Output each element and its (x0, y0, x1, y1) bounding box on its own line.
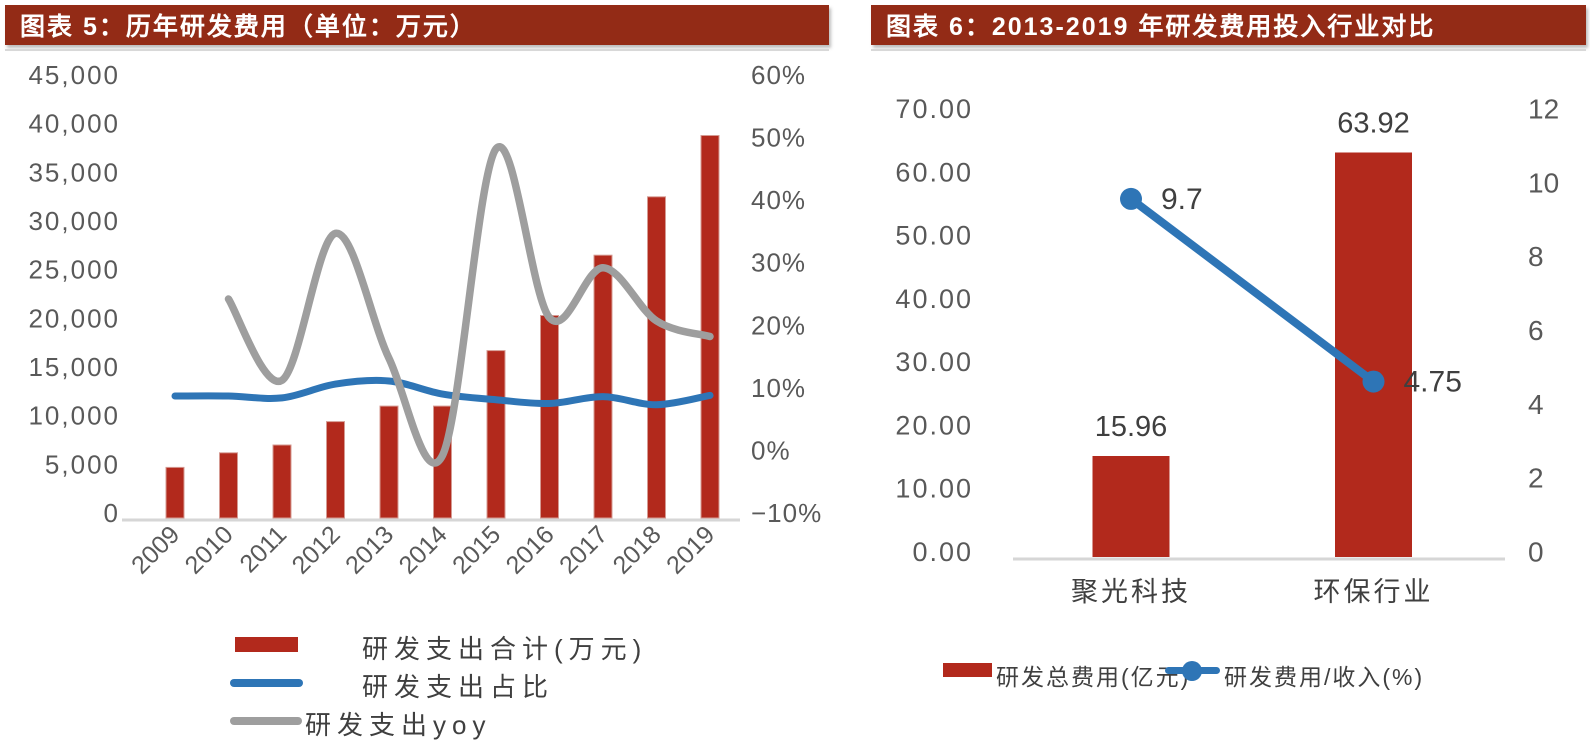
bar-2018 (647, 196, 666, 519)
y-axis-right-tick-label: 0% (751, 435, 791, 465)
bar-data-label: 15.96 (1095, 411, 1168, 443)
x-axis-tick-label: 2016 (501, 520, 560, 579)
x-axis-tick-label: 2012 (287, 520, 346, 579)
y-axis-right-tick-label: 20% (751, 310, 806, 340)
y-axis-left-tick-label: 5,000 (45, 449, 120, 479)
y-axis-right-tick-label: 4 (1528, 389, 1544, 420)
y-axis-left-tick-label: 10,000 (28, 401, 120, 431)
x-axis-category-label: 聚光科技 (1071, 577, 1191, 607)
x-axis-tick-label: 2010 (180, 520, 239, 579)
bar-series-rd-expense (1092, 152, 1412, 557)
x-axis-tick-label: 2013 (340, 520, 399, 579)
legend-marker-circle-icon (1182, 661, 1202, 681)
legend-label-rd-yoy: 研发支出yoy (305, 710, 492, 740)
bar-环保行业 (1335, 152, 1412, 557)
bar-2019 (700, 135, 720, 519)
figure5-title: 图表 5：历年研发费用（单位：万元） (20, 13, 477, 41)
y-axis-left-tick-label: 15,000 (28, 352, 120, 382)
figure5-chart: 0 5,000 10,000 15,000 20,000 25,000 30,000 35,0… (28, 60, 822, 580)
bar-2011 (272, 444, 292, 519)
y-axis-right-tick-label: 8 (1528, 241, 1544, 272)
line-series-rd-yoy (224, 142, 714, 467)
y-axis-right-tick-label: 10 (1528, 167, 1559, 198)
y-axis-left-tick-label: 60.00 (895, 157, 973, 187)
line-data-label: 4.75 (1404, 366, 1462, 399)
y-axis-left-tick-label: 0.00 (912, 537, 973, 567)
bar-data-label: 63.92 (1337, 108, 1410, 140)
y-axis-right-tick-label: 40% (751, 185, 806, 215)
x-axis-tick-label: 2014 (394, 520, 453, 579)
figure5-title-underline (5, 49, 829, 51)
legend-swatch-rd-yoy-line (230, 717, 302, 725)
y-axis-left-tick-label: 30.00 (895, 347, 973, 377)
x-axis-tick-label: 2011 (234, 520, 292, 578)
y-axis-left-tick-label: 70.00 (895, 94, 973, 124)
figure6-title-bar: 图表 6：2013-2019 年研发费用投入行业对比 (871, 5, 1586, 45)
y-axis-right-tick-label: 12 (1528, 94, 1559, 125)
y-axis-right-tick-label: 60% (751, 60, 806, 90)
legend-label-rd-total: 研发支出合计(万元) (362, 634, 648, 664)
line-marker-dot (1120, 187, 1142, 210)
bar-2015 (486, 350, 506, 519)
y-axis-right-tick-label: 6 (1528, 315, 1544, 346)
y-axis-left-tick-label: 40,000 (28, 109, 120, 139)
x-axis-tick-label: 2015 (447, 520, 506, 579)
y-axis-right-tick-label: 2 (1528, 463, 1544, 494)
legend-swatch-rd-total-bar (235, 637, 298, 652)
figure5-title-bar: 图表 5：历年研发费用（单位：万元） (5, 5, 829, 45)
x-axis-tick-label: 2019 (661, 520, 720, 579)
y-axis-left-tick-label: 10.00 (895, 474, 973, 504)
x-axis-tick-label: 2017 (554, 520, 613, 579)
y-axis-left-tick-label: 25,000 (28, 255, 120, 285)
line-series-rd-ratio (171, 376, 714, 409)
y-axis-right-tick-label: 0 (1528, 537, 1544, 568)
bar-2010 (219, 452, 238, 519)
y-axis-left-tick-label: 30,000 (28, 206, 120, 236)
legend-swatch-rd-ratio-line (230, 679, 303, 687)
x-axis-tick-label: 2018 (608, 520, 667, 579)
bar-2013 (379, 405, 399, 519)
bar-2016 (540, 315, 559, 519)
y-axis-left-tick-label: 40.00 (895, 284, 973, 314)
figure6-title-underline (871, 49, 1586, 51)
line-series-rd-income-ratio (1127, 194, 1378, 386)
bar-2017 (593, 254, 613, 519)
legend-label-rd-ratio: 研发支出占比 (362, 672, 555, 702)
bar-2012 (326, 421, 345, 519)
bar-聚光科技 (1092, 456, 1170, 557)
legend-label-rd-income: 研发费用/收入(%) (1224, 664, 1425, 690)
y-axis-right-tick-label: 30% (751, 248, 806, 278)
y-axis-left-tick-label: 20,000 (28, 303, 120, 333)
figure6-title: 图表 6：2013-2019 年研发费用投入行业对比 (886, 13, 1436, 41)
bar-2009 (165, 466, 185, 519)
line-data-label: 9.7 (1161, 183, 1203, 216)
y-axis-left-tick-label: 45,000 (28, 60, 120, 90)
x-axis-category-label: 环保行业 (1314, 577, 1434, 607)
y-axis-left-tick-label: 35,000 (28, 157, 120, 187)
y-axis-right-tick-label: 10% (751, 373, 806, 403)
line-marker-dot (1362, 370, 1385, 393)
y-axis-left-tick-label: 20.00 (895, 410, 973, 440)
figure6-chart: 0.00 10.00 20.00 30.00 40.00 50.00 60.00 70.00 0… (895, 94, 1559, 608)
y-axis-left-tick-label: 0 (104, 498, 120, 528)
x-axis-tick-label: 2009 (126, 520, 185, 579)
y-axis-left-tick-label: 50.00 (895, 221, 973, 251)
y-axis-right-tick-label: −10% (751, 498, 822, 528)
y-axis-right-tick-label: 50% (751, 123, 806, 153)
legend-swatch-rd-expense-bar (943, 663, 992, 677)
legend-label-rd-expense: 研发总费用(亿元) (996, 664, 1191, 690)
